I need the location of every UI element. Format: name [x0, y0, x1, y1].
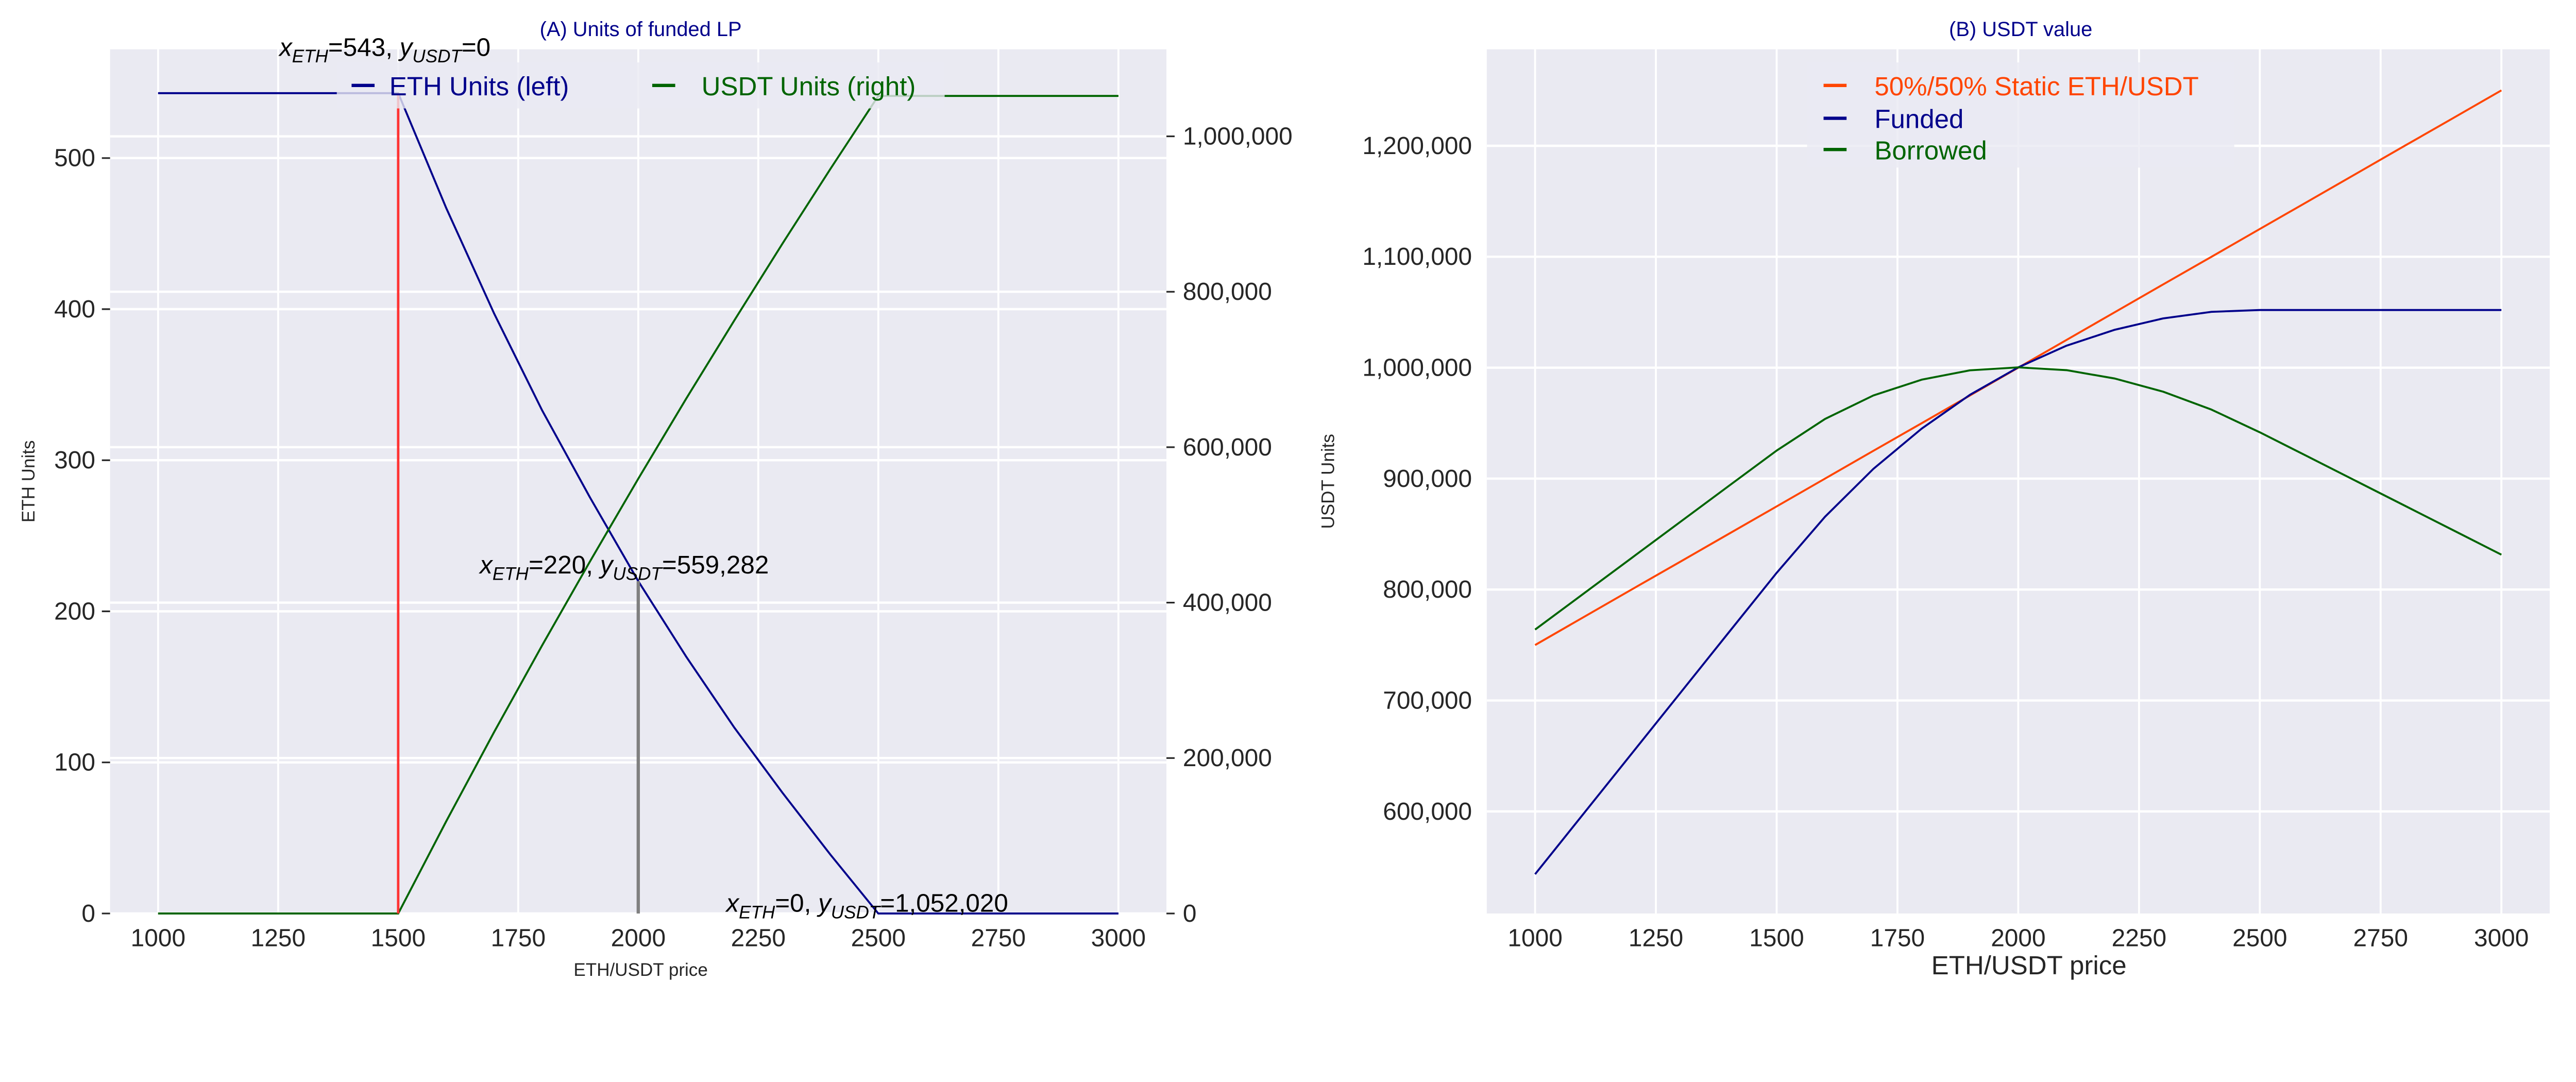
marks-b	[1534, 89, 2502, 875]
ylabel-b: USDT Units	[1318, 434, 1338, 529]
y-tick-label-left: 500	[54, 145, 95, 172]
y-tick-label: 1,000,000	[1362, 354, 1472, 382]
x-tick-label: 1250	[251, 925, 306, 952]
legend-a-label-usdt: USDT Units (right)	[702, 72, 916, 101]
ticks-a: 1000 1250 1500 1750 2000 2250 2500 2750 30000100…	[54, 123, 1293, 952]
x-tick-label: 1250	[1629, 925, 1683, 952]
x-tick-label: 1750	[491, 925, 546, 952]
y-tick-label: 1,100,000	[1362, 243, 1472, 270]
legend-a: ETH Units (left) USDT Units (right)	[336, 62, 945, 109]
y-tick-label-right: 400,000	[1183, 589, 1272, 617]
legend-a-bg	[336, 62, 945, 109]
figure: 1000 1250 1500 1750 2000 2250 2500 2750 30000100…	[19, 18, 2550, 980]
marks-a	[158, 92, 1118, 915]
panel-b: 1000 1250 1500 1750 2000 2250 2500 2750 3000 600,…	[1318, 18, 2550, 980]
title-b: (B) USDT value	[1949, 18, 2092, 41]
panel-a: 1000 1250 1500 1750 2000 2250 2500 2750 30000100…	[19, 18, 1293, 980]
legend-b-label-funded: Funded	[1874, 105, 1963, 134]
x-tick-label: 2000	[1991, 925, 2045, 952]
ticks-b: 1000 1250 1500 1750 2000 2250 2500 2750 3000 600,…	[1362, 132, 2529, 952]
legend-a-label-eth: ETH Units (left)	[389, 72, 569, 101]
x-tick-label: 1000	[131, 925, 185, 952]
y-tick-label-right: 600,000	[1183, 434, 1272, 461]
x-tick-label: 2250	[731, 925, 786, 952]
x-tick-label: 2250	[2112, 925, 2166, 952]
x-tick-label: 2750	[971, 925, 1026, 952]
x-tick-label: 1000	[1507, 925, 1562, 952]
legend-b: 50%/50% Static ETH/USDT Funded Borrowed	[1807, 62, 2234, 168]
y-tick-label: 800,000	[1383, 576, 1472, 603]
grid-b	[1486, 49, 2550, 914]
y-tick-label-left: 100	[54, 749, 95, 776]
y-tick-label-left: 300	[54, 447, 95, 474]
y-tick-label: 900,000	[1383, 465, 1472, 493]
y-tick-label: 700,000	[1383, 687, 1472, 714]
borrowed-line	[1534, 366, 2502, 631]
x-tick-label: 2750	[2353, 925, 2408, 952]
x-tick-label: 3000	[1091, 925, 1146, 952]
y-tick-label-left: 400	[54, 296, 95, 323]
y-tick-label-left: 200	[54, 598, 95, 625]
x-tick-label: 2500	[2232, 925, 2287, 952]
y-tick-label: 1,200,000	[1362, 132, 1472, 160]
y-tick-label-right: 1,000,000	[1183, 123, 1293, 150]
ylabel-a: ETH Units	[19, 440, 39, 522]
x-tick-label: 3000	[2474, 925, 2529, 952]
annotation-2500: xETH=0, yUSDT=1,052,020	[725, 889, 1008, 923]
x-tick-label: 2000	[611, 925, 666, 952]
annotation-2000: xETH=220, yUSDT=559,282	[479, 551, 769, 584]
x-tick-label: 1500	[1749, 925, 1804, 952]
annotation-1500: xETH=543, yUSDT=0	[278, 33, 490, 66]
y-tick-label-right: 800,000	[1183, 278, 1272, 306]
xlabel-b: ETH/USDT price	[1931, 951, 2127, 980]
legend-b-bg	[1807, 62, 2234, 168]
xlabel-a: ETH/USDT price	[573, 960, 707, 980]
annotations-a: xETH=543, yUSDT=0 xETH=220, yUSDT=559,28…	[278, 33, 1008, 922]
x-tick-label: 2500	[851, 925, 906, 952]
usdt-units-line	[158, 95, 1118, 915]
y-tick-label-right: 200,000	[1183, 745, 1272, 772]
legend-b-label-static: 50%/50% Static ETH/USDT	[1874, 72, 2198, 101]
y-tick-label: 600,000	[1383, 798, 1472, 825]
y-tick-label-right: 0	[1183, 900, 1197, 927]
legend-b-label-borrowed: Borrowed	[1874, 136, 1987, 165]
title-a: (A) Units of funded LP	[540, 18, 742, 41]
x-tick-label: 1750	[1870, 925, 1925, 952]
x-tick-label: 1500	[371, 925, 426, 952]
y-tick-label-left: 0	[81, 900, 95, 927]
